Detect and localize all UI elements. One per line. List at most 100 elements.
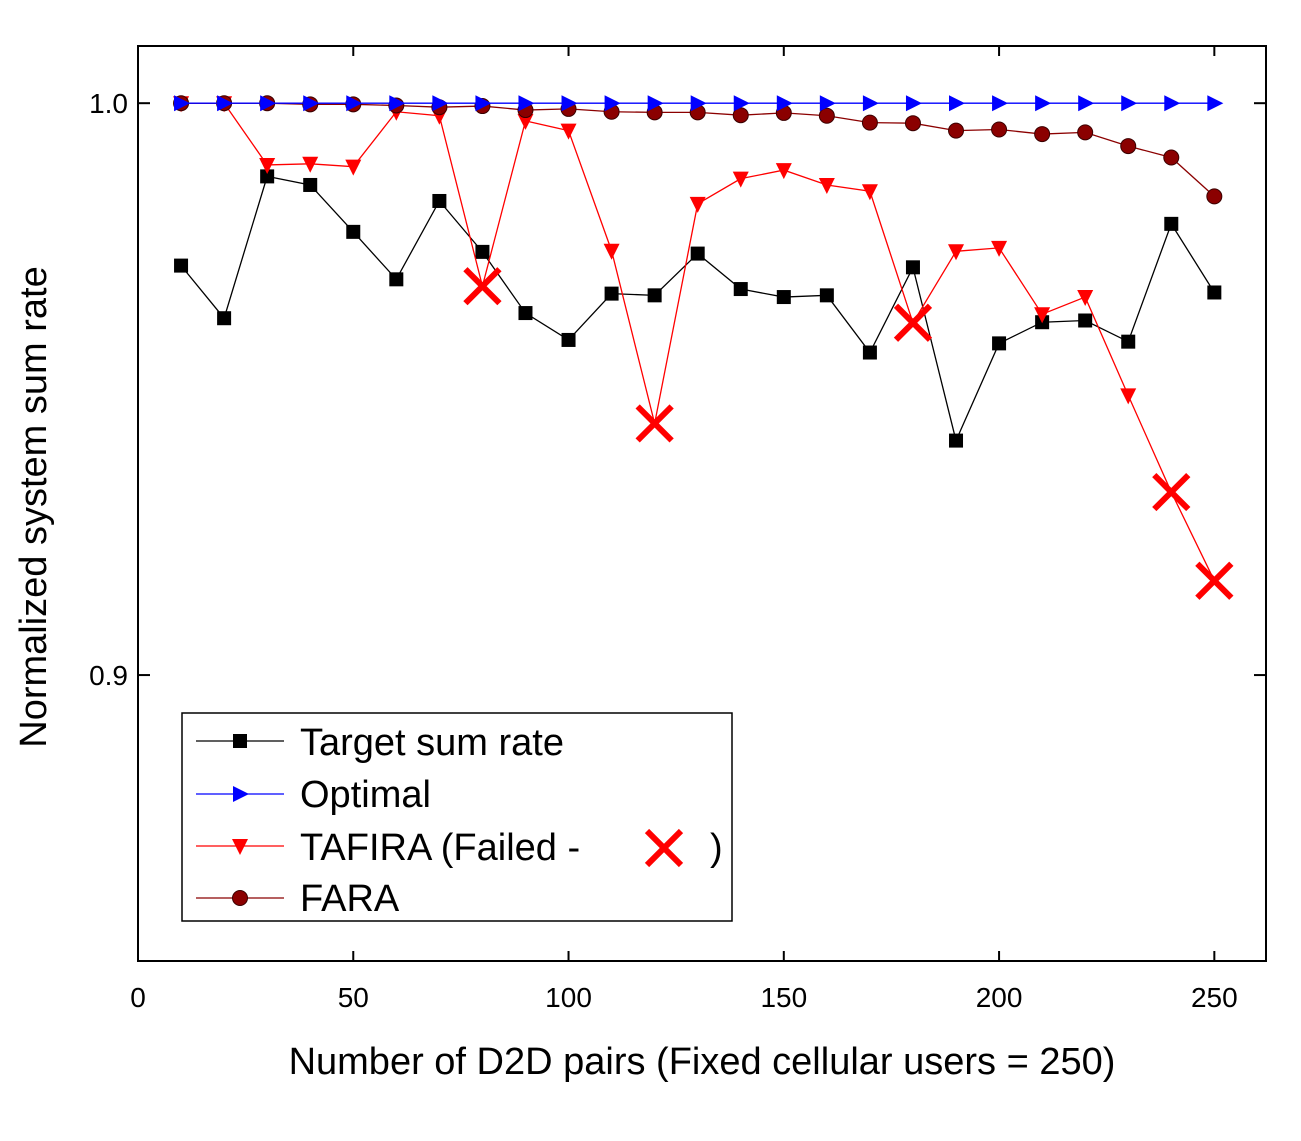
failed-x-stroke	[635, 404, 674, 443]
data-point	[690, 246, 705, 261]
data-point	[217, 311, 232, 326]
data-point	[733, 282, 748, 297]
data-point	[217, 95, 234, 112]
failed-x-stroke	[463, 267, 502, 306]
data-point	[818, 177, 835, 194]
data-point	[818, 107, 835, 124]
data-point	[1035, 95, 1052, 112]
data-point	[518, 95, 535, 112]
series-line	[180, 175, 1215, 443]
data-point	[303, 95, 320, 112]
data-point	[1120, 138, 1137, 155]
data-point	[346, 224, 361, 239]
data-point	[1206, 188, 1223, 205]
data-point	[1077, 290, 1094, 307]
data-point	[604, 286, 619, 301]
data-point	[432, 193, 447, 208]
legend-marker	[232, 890, 248, 906]
data-point	[949, 95, 966, 112]
x-tick-label: 50	[338, 982, 369, 1013]
data-point	[732, 107, 749, 124]
data-point	[260, 169, 275, 184]
legend-label-tafira-suffix: )	[710, 827, 723, 869]
data-point	[647, 288, 662, 303]
data-point	[604, 95, 621, 112]
legend-label-tafira: TAFIRA (Failed -	[300, 827, 591, 869]
data-point	[862, 345, 877, 360]
data-point	[561, 332, 576, 347]
data-point	[174, 95, 191, 112]
series-3	[173, 95, 1223, 205]
data-point	[1034, 126, 1051, 143]
data-point	[819, 95, 836, 112]
data-point	[1078, 95, 1095, 112]
y-tick-label: 0.9	[89, 660, 128, 691]
data-point	[389, 272, 404, 287]
data-point	[389, 95, 406, 112]
data-point	[733, 95, 750, 112]
data-point	[1121, 334, 1136, 349]
data-point	[1163, 149, 1180, 166]
series-1	[174, 95, 1224, 112]
data-point	[560, 123, 577, 140]
failed-x-stroke	[1195, 561, 1234, 600]
legend-marker	[233, 786, 249, 802]
x-tick-label: 250	[1191, 982, 1238, 1013]
data-point	[1207, 285, 1222, 300]
data-point	[260, 95, 277, 112]
x-tick-label: 200	[976, 982, 1023, 1013]
data-point	[302, 156, 319, 173]
data-point	[776, 95, 793, 112]
legend-label-fara: FARA	[300, 878, 400, 920]
data-point	[345, 159, 362, 176]
series-line	[181, 102, 1215, 581]
data-point	[647, 95, 664, 112]
legend-box	[181, 712, 733, 922]
data-point	[690, 95, 707, 112]
data-point	[949, 433, 964, 448]
data-point	[819, 288, 834, 303]
data-point	[905, 260, 920, 275]
failed-marker	[463, 267, 502, 306]
data-point	[475, 244, 490, 259]
data-point	[948, 122, 965, 139]
legend-items	[196, 734, 684, 906]
failed-x-stroke	[1152, 472, 1191, 512]
series-layer	[173, 95, 1234, 600]
data-point	[775, 163, 792, 180]
data-point	[1120, 388, 1137, 405]
data-point	[303, 177, 318, 192]
legend-marker	[232, 839, 248, 855]
x-tick-label: 150	[760, 982, 807, 1013]
x-tick-label: 0	[130, 982, 146, 1013]
y-tick-label: 1.0	[89, 88, 128, 119]
series-2	[173, 96, 1234, 600]
data-point	[432, 95, 449, 112]
data-point	[991, 240, 1008, 257]
data-point	[1164, 216, 1179, 231]
data-point	[861, 184, 878, 201]
data-point	[1077, 124, 1094, 141]
data-point	[603, 243, 620, 260]
data-point	[904, 115, 921, 132]
data-point	[174, 258, 189, 273]
data-point	[862, 95, 879, 112]
data-point	[1034, 307, 1051, 324]
legend-label-target: Target sum rate	[300, 722, 564, 764]
failed-marker	[893, 303, 933, 342]
axis-ticks: 0 50 100 150 200 250 0.9 1.0	[89, 46, 1266, 1013]
data-point	[776, 290, 791, 305]
data-point	[1078, 313, 1093, 328]
legend: Target sum rate Optimal TAFIRA (Failed -…	[181, 712, 733, 922]
data-point	[1121, 95, 1138, 112]
data-point	[1207, 95, 1224, 112]
data-point	[991, 121, 1008, 138]
data-point	[861, 114, 878, 131]
data-point	[259, 157, 276, 174]
x-tick-label: 100	[545, 982, 592, 1013]
data-point	[992, 95, 1009, 112]
data-point	[346, 95, 363, 112]
data-point	[561, 95, 578, 112]
data-point	[992, 336, 1007, 351]
